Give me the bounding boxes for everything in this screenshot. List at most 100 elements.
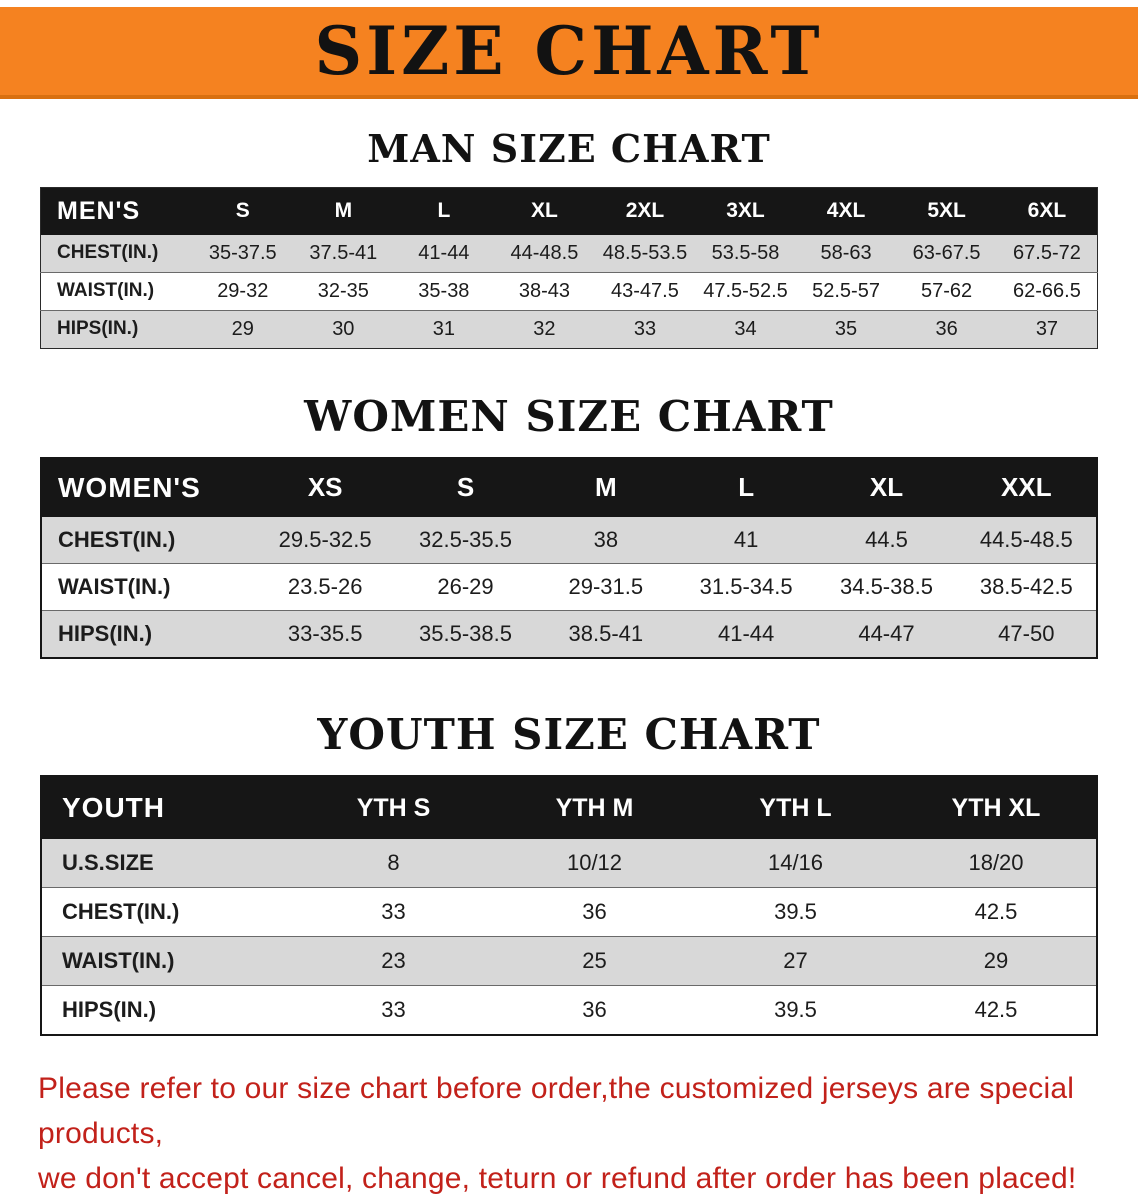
size-value-cell: 42.5 xyxy=(896,887,1097,938)
men-size-table: MEN'S S M L XL 2XL 3XL 4XL 5XL 6XL CHEST… xyxy=(40,186,1098,349)
row-label: U.S.SIZE xyxy=(41,839,293,889)
column-header: 5XL xyxy=(896,187,997,235)
column-header: M xyxy=(535,457,676,517)
banner: SIZE CHART xyxy=(0,7,1138,99)
size-value-cell: 44.5-48.5 xyxy=(956,516,1097,564)
size-value-cell: 39.5 xyxy=(774,997,817,1023)
column-header: 2XL xyxy=(594,187,696,235)
size-value-cell: 26-29 xyxy=(395,563,536,611)
size-value-cell: 38 xyxy=(535,516,676,564)
table-row: HIPS(IN.) 29 30 31 32 33 34 35 36 37 xyxy=(40,310,1098,349)
column-header: S xyxy=(395,457,536,517)
size-value-cell: 44.5 xyxy=(816,516,957,564)
column-header: M xyxy=(293,187,394,235)
disclaimer-line-1: Please refer to our size chart before or… xyxy=(38,1072,1075,1151)
size-value-cell: 67.5-72 xyxy=(996,234,1098,273)
youth-chart-heading: YOUTH SIZE CHART xyxy=(317,709,821,759)
size-value-cell: 57-62 xyxy=(896,272,997,311)
women-chart-heading: WOMEN SIZE CHART xyxy=(304,391,834,441)
column-header: XL xyxy=(494,187,595,235)
table-row: CHEST(IN.) 35-37.5 37.5-41 41-44 44-48.5… xyxy=(40,234,1098,273)
column-header: WOMEN'S xyxy=(41,457,255,517)
size-value-cell: 53.5-58 xyxy=(695,234,796,273)
size-value-cell: 27 xyxy=(695,936,896,987)
size-value-cell: 29 xyxy=(231,317,254,340)
column-header: 4XL xyxy=(795,187,897,235)
size-value-cell: 31 xyxy=(432,317,455,340)
column-header: 6XL xyxy=(996,187,1098,235)
men-table-body: CHEST(IN.) 35-37.5 37.5-41 41-44 44-48.5… xyxy=(40,234,1098,349)
column-header: S xyxy=(192,187,294,235)
size-value-cell: 36 xyxy=(494,887,695,938)
size-value-cell: 31.5-34.5 xyxy=(675,563,817,611)
page-title: SIZE CHART xyxy=(314,12,824,90)
size-value-cell: 29-32 xyxy=(192,272,294,311)
size-value-cell: 35-38 xyxy=(393,272,495,311)
size-value-cell: 38-43 xyxy=(494,272,595,311)
column-header: XXL xyxy=(956,457,1097,517)
size-value-cell: 47.5-52.5 xyxy=(695,272,796,311)
row-label: HIPS(IN.) xyxy=(57,318,139,340)
row-label: WAIST(IN.) xyxy=(40,272,193,311)
table-row: HIPS(IN.) 33-35.5 35.5-38.5 38.5-41 41-4… xyxy=(41,610,1097,658)
size-value-cell: 36 xyxy=(582,997,607,1023)
size-value-cell: 58-63 xyxy=(795,234,897,273)
size-value-cell: 18/20 xyxy=(896,839,1097,889)
size-value-cell: 23.5-26 xyxy=(255,563,396,611)
size-value-cell: 32-35 xyxy=(293,272,394,311)
size-value-cell: 41-44 xyxy=(718,620,775,646)
size-value-cell: 41-44 xyxy=(393,234,495,273)
men-table-head: MEN'S S M L XL 2XL 3XL 4XL 5XL 6XL xyxy=(40,187,1098,235)
row-label: CHEST(IN.) xyxy=(40,234,193,273)
women-size-table: WOMEN'S XS S M L XL XXL CHEST(IN.) 29.5-… xyxy=(40,456,1098,659)
column-header: YTH M xyxy=(494,776,695,840)
row-label: WAIST(IN.) xyxy=(41,563,255,611)
size-value-cell: 37 xyxy=(1035,317,1059,340)
youth-size-table: YOUTH YTH S YTH M YTH L YTH XL U.S.SIZE … xyxy=(40,775,1098,1037)
size-value-cell: 52.5-57 xyxy=(795,272,897,311)
column-header: L xyxy=(675,457,817,517)
size-value-cell: 34 xyxy=(734,317,757,340)
column-header: XL xyxy=(816,457,957,517)
column-header: YTH S xyxy=(293,776,494,840)
size-value-cell: 25 xyxy=(494,936,695,987)
table-row: CHEST(IN.) 33 36 39.5 42.5 xyxy=(41,887,1097,938)
table-row: HIPS(IN.) 33 36 39.5 42.5 xyxy=(41,985,1097,1036)
size-value-cell: 42.5 xyxy=(974,997,1018,1023)
size-value-cell: 33 xyxy=(381,997,406,1023)
women-table-head: WOMEN'S XS S M L XL XXL xyxy=(41,457,1097,517)
size-value-cell: 35.5-38.5 xyxy=(419,620,512,646)
column-header: YTH L xyxy=(695,776,896,840)
size-value-cell: 23 xyxy=(293,936,494,987)
size-value-cell: 29-31.5 xyxy=(535,563,676,611)
size-chart-page: SIZE CHART MAN SIZE CHART MEN'S S M L XL… xyxy=(0,7,1138,1201)
size-value-cell: 29.5-32.5 xyxy=(255,516,396,564)
table-header-row: WOMEN'S XS S M L XL XXL xyxy=(41,457,1097,517)
column-header: 3XL xyxy=(695,187,796,235)
size-value-cell: 39.5 xyxy=(695,887,896,938)
size-value-cell: 36 xyxy=(935,317,958,340)
column-header: MEN'S xyxy=(40,187,193,235)
size-value-cell: 14/16 xyxy=(695,839,896,889)
size-value-cell: 43-47.5 xyxy=(594,272,696,311)
size-value-cell: 63-67.5 xyxy=(896,234,997,273)
size-value-cell: 33-35.5 xyxy=(287,620,363,646)
size-value-cell: 62-66.5 xyxy=(996,272,1098,311)
size-value-cell: 8 xyxy=(293,839,494,889)
table-row: WAIST(IN.) 23.5-26 26-29 29-31.5 31.5-34… xyxy=(41,563,1097,611)
size-value-cell: 41 xyxy=(675,516,817,564)
table-header-row: YOUTH YTH S YTH M YTH L YTH XL xyxy=(41,776,1097,840)
size-value-cell: 35 xyxy=(834,317,858,340)
size-value-cell: 44-48.5 xyxy=(494,234,595,273)
column-header: YTH XL xyxy=(896,776,1097,840)
table-row: WAIST(IN.) 29-32 32-35 35-38 38-43 43-47… xyxy=(40,272,1098,311)
size-value-cell: 30 xyxy=(332,317,355,340)
table-row: U.S.SIZE 8 10/12 14/16 18/20 xyxy=(41,839,1097,889)
table-row: CHEST(IN.) 29.5-32.5 32.5-35.5 38 41 44.… xyxy=(41,516,1097,564)
column-header: L xyxy=(393,187,495,235)
row-label: HIPS(IN.) xyxy=(58,620,153,646)
row-label: WAIST(IN.) xyxy=(41,936,293,987)
row-label: CHEST(IN.) xyxy=(41,887,293,938)
size-value-cell: 48.5-53.5 xyxy=(594,234,696,273)
table-row: WAIST(IN.) 23 25 27 29 xyxy=(41,936,1097,987)
